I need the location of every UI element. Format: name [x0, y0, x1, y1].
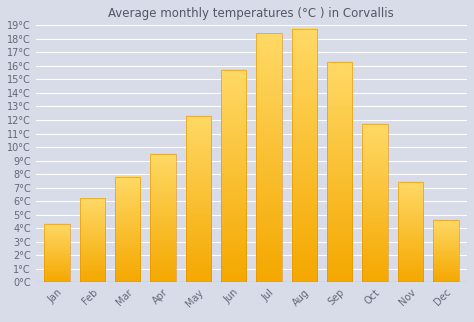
Bar — [363, 124, 388, 282]
Bar — [221, 70, 246, 282]
Bar — [292, 29, 317, 282]
Bar — [80, 198, 105, 282]
Bar — [150, 154, 176, 282]
Bar — [327, 62, 353, 282]
Bar — [433, 220, 458, 282]
Bar — [115, 177, 140, 282]
Title: Average monthly temperatures (°C ) in Corvallis: Average monthly temperatures (°C ) in Co… — [109, 7, 394, 20]
Bar — [186, 116, 211, 282]
Bar — [256, 33, 282, 282]
Bar — [44, 224, 70, 282]
Bar — [398, 182, 423, 282]
